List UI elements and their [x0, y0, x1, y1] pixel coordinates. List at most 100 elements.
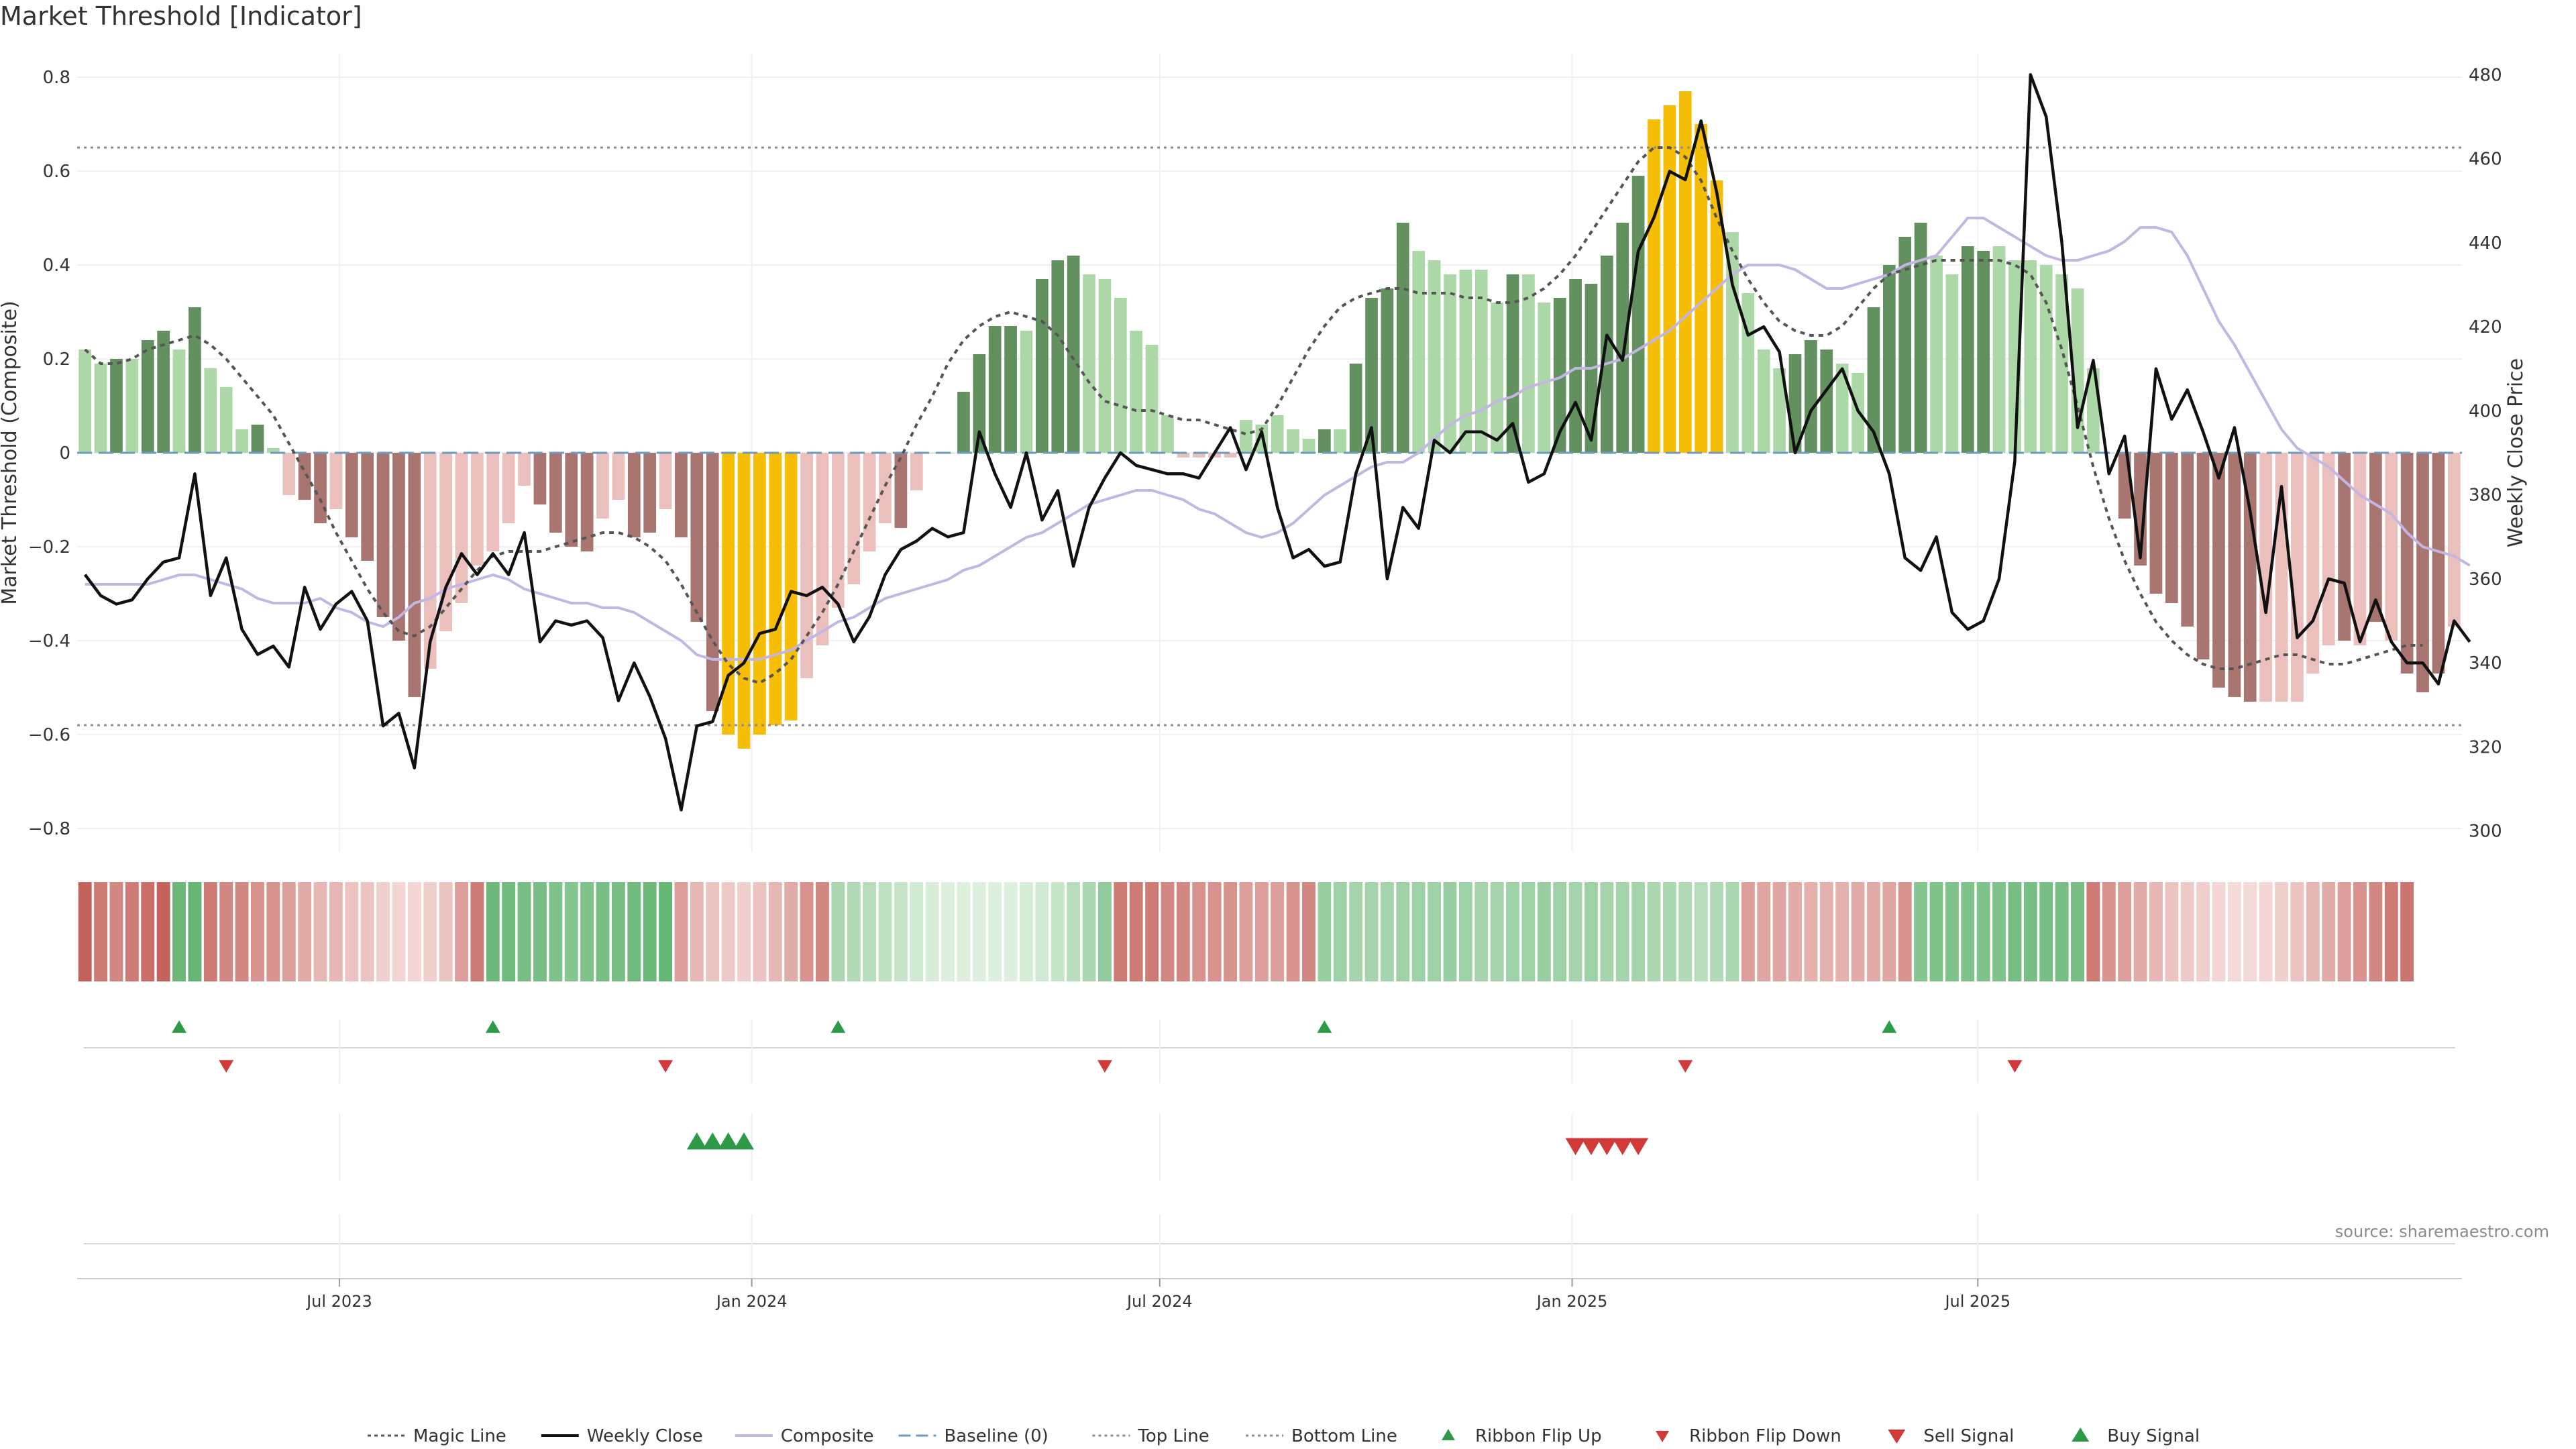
- composite-bar: [1835, 364, 1849, 453]
- composite-bar: [2385, 453, 2398, 641]
- composite-bar: [2055, 274, 2068, 453]
- y-left-tick-label: −0.4: [28, 631, 70, 651]
- ribbon-cell: [392, 882, 406, 981]
- composite-bar: [831, 453, 845, 608]
- composite-bar: [189, 307, 201, 453]
- composite-bar: [423, 453, 437, 669]
- ribbon-cell: [235, 882, 249, 981]
- ribbon-cell: [690, 882, 704, 981]
- composite-bar: [408, 453, 421, 697]
- composite-bar: [1365, 298, 1378, 453]
- ribbon-cell: [1208, 882, 1222, 981]
- ribbon-cell: [1631, 882, 1646, 981]
- composite-smooth-line: [85, 217, 2471, 661]
- ribbon-cell: [2008, 882, 2022, 981]
- ribbon-cell: [282, 882, 296, 981]
- composite-bar: [737, 453, 751, 749]
- ribbon-cell: [2039, 882, 2053, 981]
- ribbon-cell: [1945, 882, 1959, 981]
- ribbon-cell: [94, 882, 108, 981]
- ribbon-cell: [1176, 882, 1190, 981]
- composite-bar: [1428, 260, 1441, 453]
- ribbon-cell: [172, 882, 186, 981]
- composite-bar: [251, 425, 264, 453]
- composite-bar: [345, 453, 358, 537]
- ribbon-cell: [1004, 882, 1018, 981]
- ribbon-cell: [611, 882, 625, 981]
- composite-bar: [1600, 256, 1613, 453]
- ribbon-cell: [1976, 882, 1990, 981]
- composite-bar: [565, 453, 578, 547]
- ribbon-cell: [564, 882, 578, 981]
- ribbon-cell: [1694, 882, 1708, 981]
- composite-bar: [580, 453, 594, 551]
- ribbon-cell: [1020, 882, 1033, 981]
- y-right-tick-label: 340: [2469, 653, 2502, 674]
- ribbon-cell: [329, 882, 343, 981]
- ribbon-cell: [125, 882, 139, 981]
- composite-bar: [627, 453, 641, 537]
- composite-bar: [1538, 303, 1551, 453]
- ribbon-cell: [2071, 882, 2084, 981]
- ribbon-cell: [1961, 882, 1975, 981]
- ribbon-cell: [266, 882, 280, 981]
- composite-bar: [1334, 429, 1347, 453]
- ribbon-cell: [1804, 882, 1818, 981]
- composite-bar: [1145, 345, 1159, 453]
- ribbon-cell: [706, 882, 720, 981]
- ribbon-cell: [549, 882, 563, 981]
- composite-bar: [2322, 453, 2335, 645]
- ribbon-cell: [1428, 882, 1442, 981]
- composite-bar: [1506, 274, 1519, 453]
- ribbon-cell: [1710, 882, 1724, 981]
- composite-bar: [471, 453, 484, 566]
- composite-bar: [1396, 223, 1409, 453]
- y-right-tick-label: 420: [2469, 317, 2502, 337]
- composite-bar: [282, 453, 296, 495]
- ribbon-cell: [878, 882, 892, 981]
- ribbon-flip-down-marker: [1678, 1060, 1693, 1073]
- y-left-tick-label: 0: [59, 443, 70, 464]
- composite-bar: [2212, 453, 2225, 688]
- ribbon-cell: [2243, 882, 2257, 981]
- ribbon-cell: [596, 882, 610, 981]
- composite-bar: [816, 453, 829, 645]
- composite-bar: [1302, 439, 1316, 453]
- composite-bar: [988, 326, 1002, 453]
- composite-bar: [1773, 368, 1786, 453]
- x-tick-label: Jan 2025: [1536, 1292, 1608, 1311]
- ribbon-cell: [1333, 882, 1347, 981]
- composite-bar: [722, 453, 735, 735]
- composite-bar: [643, 453, 657, 533]
- composite-bar: [314, 453, 327, 523]
- ribbon-cell: [2400, 882, 2414, 981]
- ribbon-cell: [1662, 882, 1676, 981]
- composite-bar: [612, 453, 625, 500]
- composite-bar: [1177, 453, 1190, 458]
- composite-bar: [78, 350, 92, 453]
- ribbon-cell: [502, 882, 516, 981]
- composite-bar: [2024, 260, 2037, 453]
- ribbon-cell: [1867, 882, 1880, 981]
- ribbon-cell: [831, 882, 845, 981]
- ribbon-cell: [470, 882, 484, 981]
- ribbon-flip-down-marker: [1097, 1060, 1112, 1073]
- x-tick-label: Jul 2023: [305, 1292, 372, 1311]
- ribbon-cell: [360, 882, 374, 981]
- composite-bar: [266, 448, 280, 453]
- composite-bar: [235, 429, 248, 453]
- ribbon-cell: [1725, 882, 1739, 981]
- ribbon-cell: [1380, 882, 1394, 981]
- ribbon-cell: [2212, 882, 2226, 981]
- ribbon-cell: [1302, 882, 1316, 981]
- ribbon-cell: [1286, 882, 1300, 981]
- ribbon-cell: [2086, 882, 2100, 981]
- composite-bar: [2259, 453, 2273, 702]
- composite-bar: [439, 453, 452, 631]
- ribbon-cell: [1772, 882, 1786, 981]
- ribbon-cell: [1097, 882, 1112, 981]
- ribbon-cell: [2165, 882, 2179, 981]
- ribbon-cell: [345, 882, 359, 981]
- legend-sell-signal-icon: [1888, 1430, 1906, 1444]
- ribbon-cell: [1082, 882, 1096, 981]
